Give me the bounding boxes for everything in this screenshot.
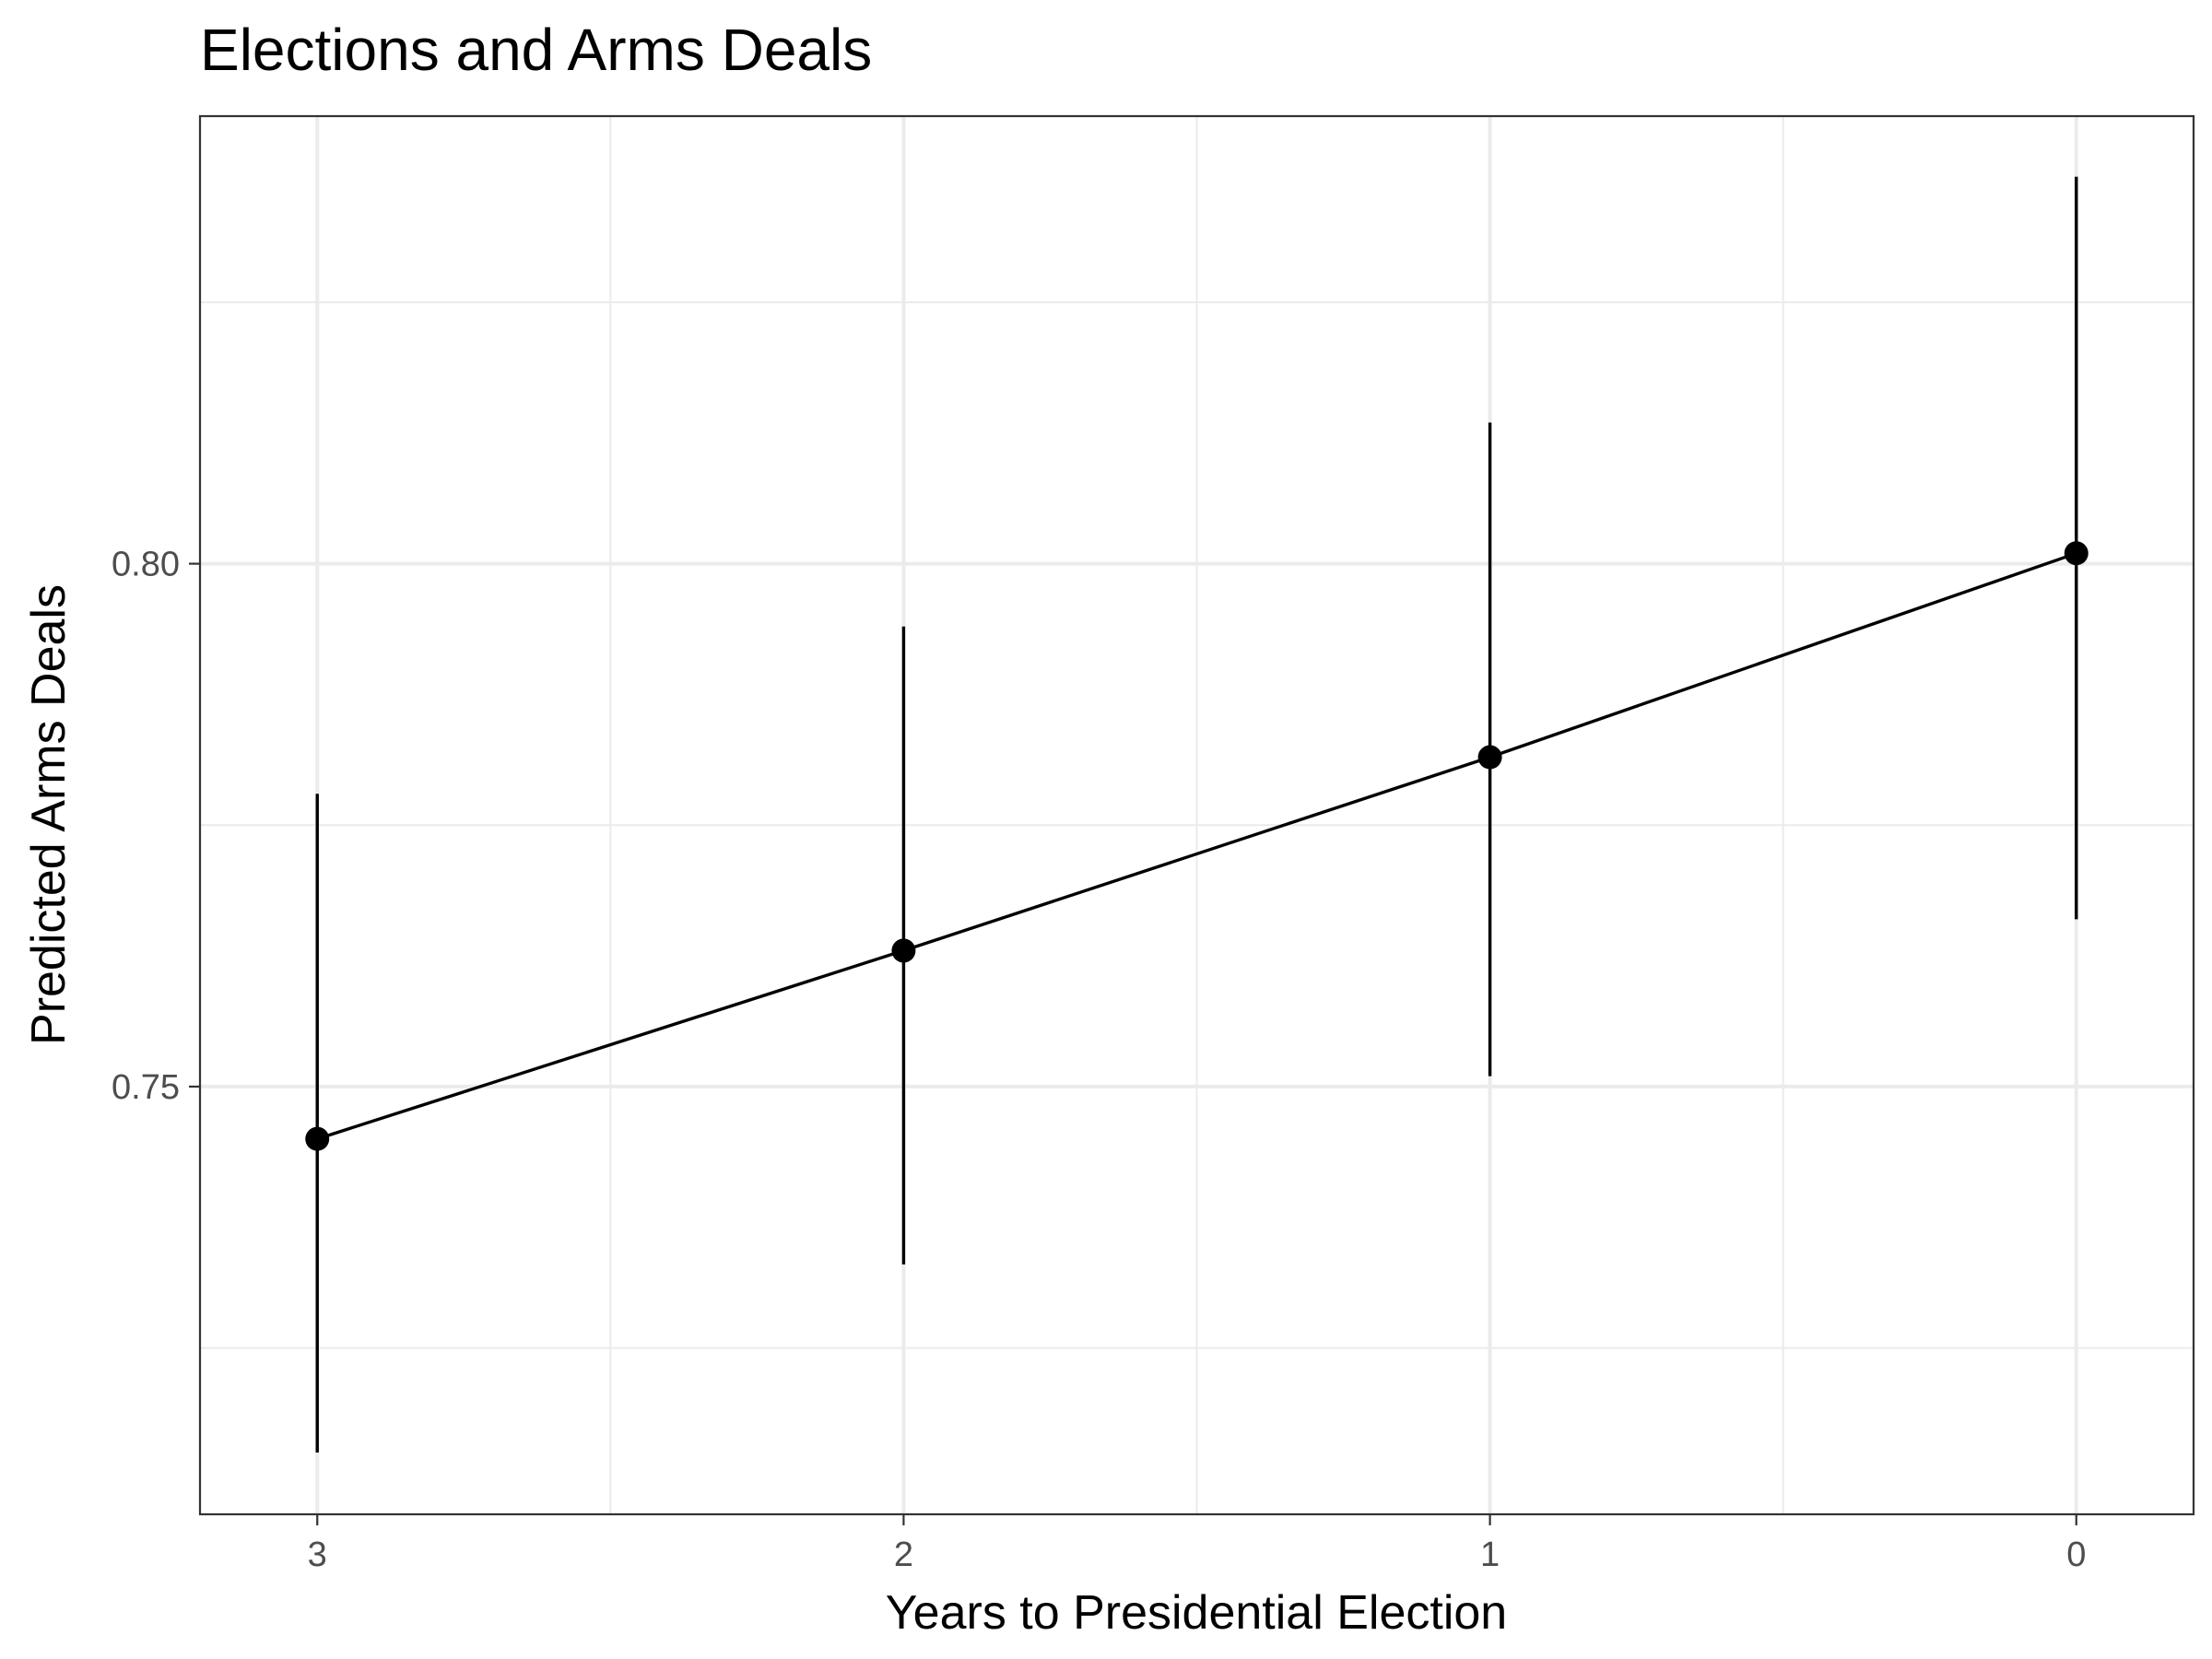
data-points [305, 541, 2088, 1151]
x-tick-label: 1 [1480, 1535, 1500, 1574]
y-axis-title: Predicted Arms Deals [22, 584, 76, 1045]
data-point [2064, 541, 2088, 566]
series-line [316, 551, 2077, 1141]
panel-border [198, 114, 2195, 1516]
x-tick-label: 3 [308, 1535, 327, 1574]
y-axis-ticks: 0.75 0.80 [112, 546, 200, 1107]
x-axis-ticks: 3 2 1 0 [308, 1514, 2086, 1574]
data-point [305, 1126, 330, 1151]
x-tick-label: 0 [2066, 1535, 2086, 1574]
y-tick-label: 0.75 [112, 1068, 180, 1107]
x-tick-label: 2 [894, 1535, 913, 1574]
chart-title: Elections and Arms Deals [200, 17, 872, 83]
x-axis-title: Years to Presidential Election [886, 1586, 1507, 1640]
grid-minor [200, 116, 2194, 1514]
y-tick-label: 0.80 [112, 546, 180, 584]
series-lines [316, 551, 2077, 1141]
data-point [891, 938, 916, 963]
data-point [1477, 745, 1502, 770]
